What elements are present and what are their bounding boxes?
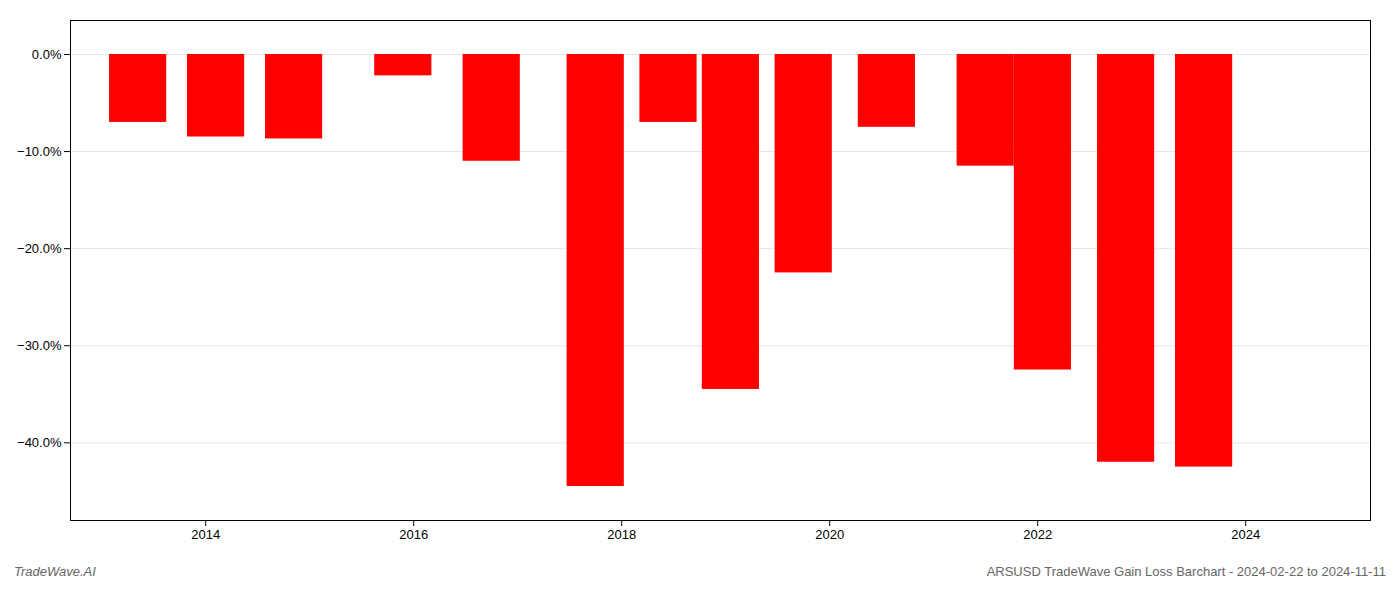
html-text:ARSUSD TradeWave Gain Loss Bar: ARSUSD TradeWave Gain Loss Barchart - 20… [986,564,1386,579]
svg-text:−10.0%: −10.0% [17,144,62,159]
svg-text:0.0%: 0.0% [32,47,62,62]
svg-text:−30.0%: −30.0% [17,338,62,353]
svg-text:−20.0%: −20.0% [17,241,62,256]
svg-text:2020: 2020 [815,527,844,542]
svg-text:2022: 2022 [1023,527,1052,542]
svg-text:2024: 2024 [1231,527,1260,542]
svg-text:2016: 2016 [399,527,428,542]
svg-text:−40.0%: −40.0% [17,435,62,450]
html-text:TradeWave.AI: TradeWave.AI [14,564,96,579]
svg-text:2018: 2018 [607,527,636,542]
svg-text:2014: 2014 [191,527,220,542]
